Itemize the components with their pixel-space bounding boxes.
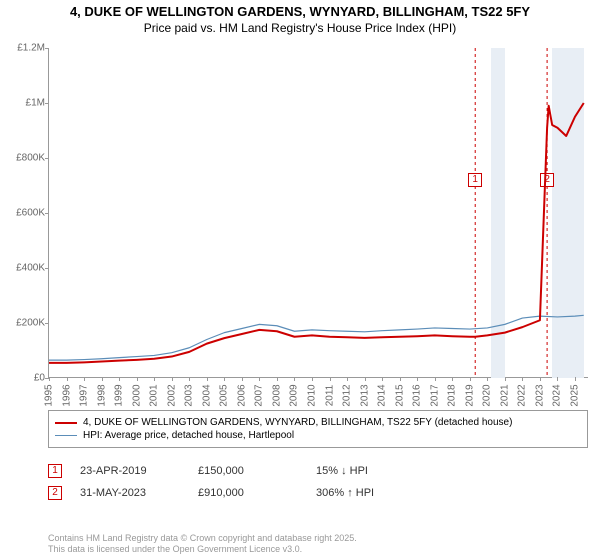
y-axis-label: £200K [5, 318, 45, 329]
x-axis-label: 2004 [201, 381, 212, 411]
x-axis-label: 2023 [534, 381, 545, 411]
legend-item-hpi: HPI: Average price, detached house, Hart… [55, 430, 581, 441]
transaction-pct: 306% ↑ HPI [316, 487, 436, 499]
y-axis-label: £400K [5, 263, 45, 274]
legend-swatch-property [55, 422, 77, 424]
x-axis-label: 2010 [306, 381, 317, 411]
x-axis-label: 2009 [289, 381, 300, 411]
copyright-line1: Contains HM Land Registry data © Crown c… [48, 533, 357, 545]
series-property [49, 48, 589, 378]
x-axis-label: 2015 [394, 381, 405, 411]
x-axis-label: 2002 [166, 381, 177, 411]
x-axis-label: 2021 [499, 381, 510, 411]
chart-area: £0£200K£400K£600K£800K£1M£1.2M1995199619… [48, 48, 588, 378]
copyright: Contains HM Land Registry data © Crown c… [48, 533, 357, 556]
chart-subtitle: Price paid vs. HM Land Registry's House … [0, 19, 600, 35]
transaction-date: 31-MAY-2023 [80, 487, 180, 499]
x-axis-label: 2024 [552, 381, 563, 411]
x-axis-label: 2020 [482, 381, 493, 411]
transaction-price: £910,000 [198, 487, 298, 499]
marker-box-2: 2 [48, 486, 62, 500]
x-axis-label: 2019 [464, 381, 475, 411]
legend-item-property: 4, DUKE OF WELLINGTON GARDENS, WYNYARD, … [55, 417, 581, 428]
x-axis-label: 2005 [219, 381, 230, 411]
x-axis-label: 2025 [569, 381, 580, 411]
x-axis-label: 1997 [79, 381, 90, 411]
x-axis-label: 1995 [44, 381, 55, 411]
table-row: 1 23-APR-2019 £150,000 15% ↓ HPI [48, 460, 588, 482]
chart-container: 4, DUKE OF WELLINGTON GARDENS, WYNYARD, … [0, 0, 600, 560]
x-axis-label: 2012 [342, 381, 353, 411]
marker-box-1: 1 [48, 464, 62, 478]
x-axis-label: 2006 [236, 381, 247, 411]
legend-swatch-hpi [55, 435, 77, 436]
plot: £0£200K£400K£600K£800K£1M£1.2M1995199619… [48, 48, 588, 378]
x-axis-label: 1998 [96, 381, 107, 411]
y-axis-label: £800K [5, 153, 45, 164]
x-axis-label: 1999 [114, 381, 125, 411]
x-axis-label: 2007 [254, 381, 265, 411]
x-axis-label: 2017 [429, 381, 440, 411]
table-row: 2 31-MAY-2023 £910,000 306% ↑ HPI [48, 482, 588, 504]
legend-label-hpi: HPI: Average price, detached house, Hart… [83, 430, 294, 441]
x-axis-label: 2016 [412, 381, 423, 411]
x-axis-label: 2003 [184, 381, 195, 411]
y-axis-label: £0 [5, 373, 45, 384]
x-axis-label: 2011 [324, 381, 335, 411]
x-axis-label: 2014 [377, 381, 388, 411]
x-axis-label: 2018 [447, 381, 458, 411]
y-axis-label: £600K [5, 208, 45, 219]
legend-label-property: 4, DUKE OF WELLINGTON GARDENS, WYNYARD, … [83, 417, 512, 428]
x-axis-label: 2001 [149, 381, 160, 411]
transaction-price: £150,000 [198, 465, 298, 477]
y-axis-label: £1.2M [5, 43, 45, 54]
x-axis-label: 2008 [271, 381, 282, 411]
legend: 4, DUKE OF WELLINGTON GARDENS, WYNYARD, … [48, 410, 588, 448]
x-axis-label: 2013 [359, 381, 370, 411]
transaction-pct: 15% ↓ HPI [316, 465, 436, 477]
transaction-date: 23-APR-2019 [80, 465, 180, 477]
chart-title: 4, DUKE OF WELLINGTON GARDENS, WYNYARD, … [0, 0, 600, 19]
y-axis-label: £1M [5, 98, 45, 109]
x-axis-label: 1996 [61, 381, 72, 411]
copyright-line2: This data is licensed under the Open Gov… [48, 544, 357, 556]
transactions-table: 1 23-APR-2019 £150,000 15% ↓ HPI 2 31-MA… [48, 460, 588, 504]
x-axis-label: 2000 [131, 381, 142, 411]
x-axis-label: 2022 [517, 381, 528, 411]
